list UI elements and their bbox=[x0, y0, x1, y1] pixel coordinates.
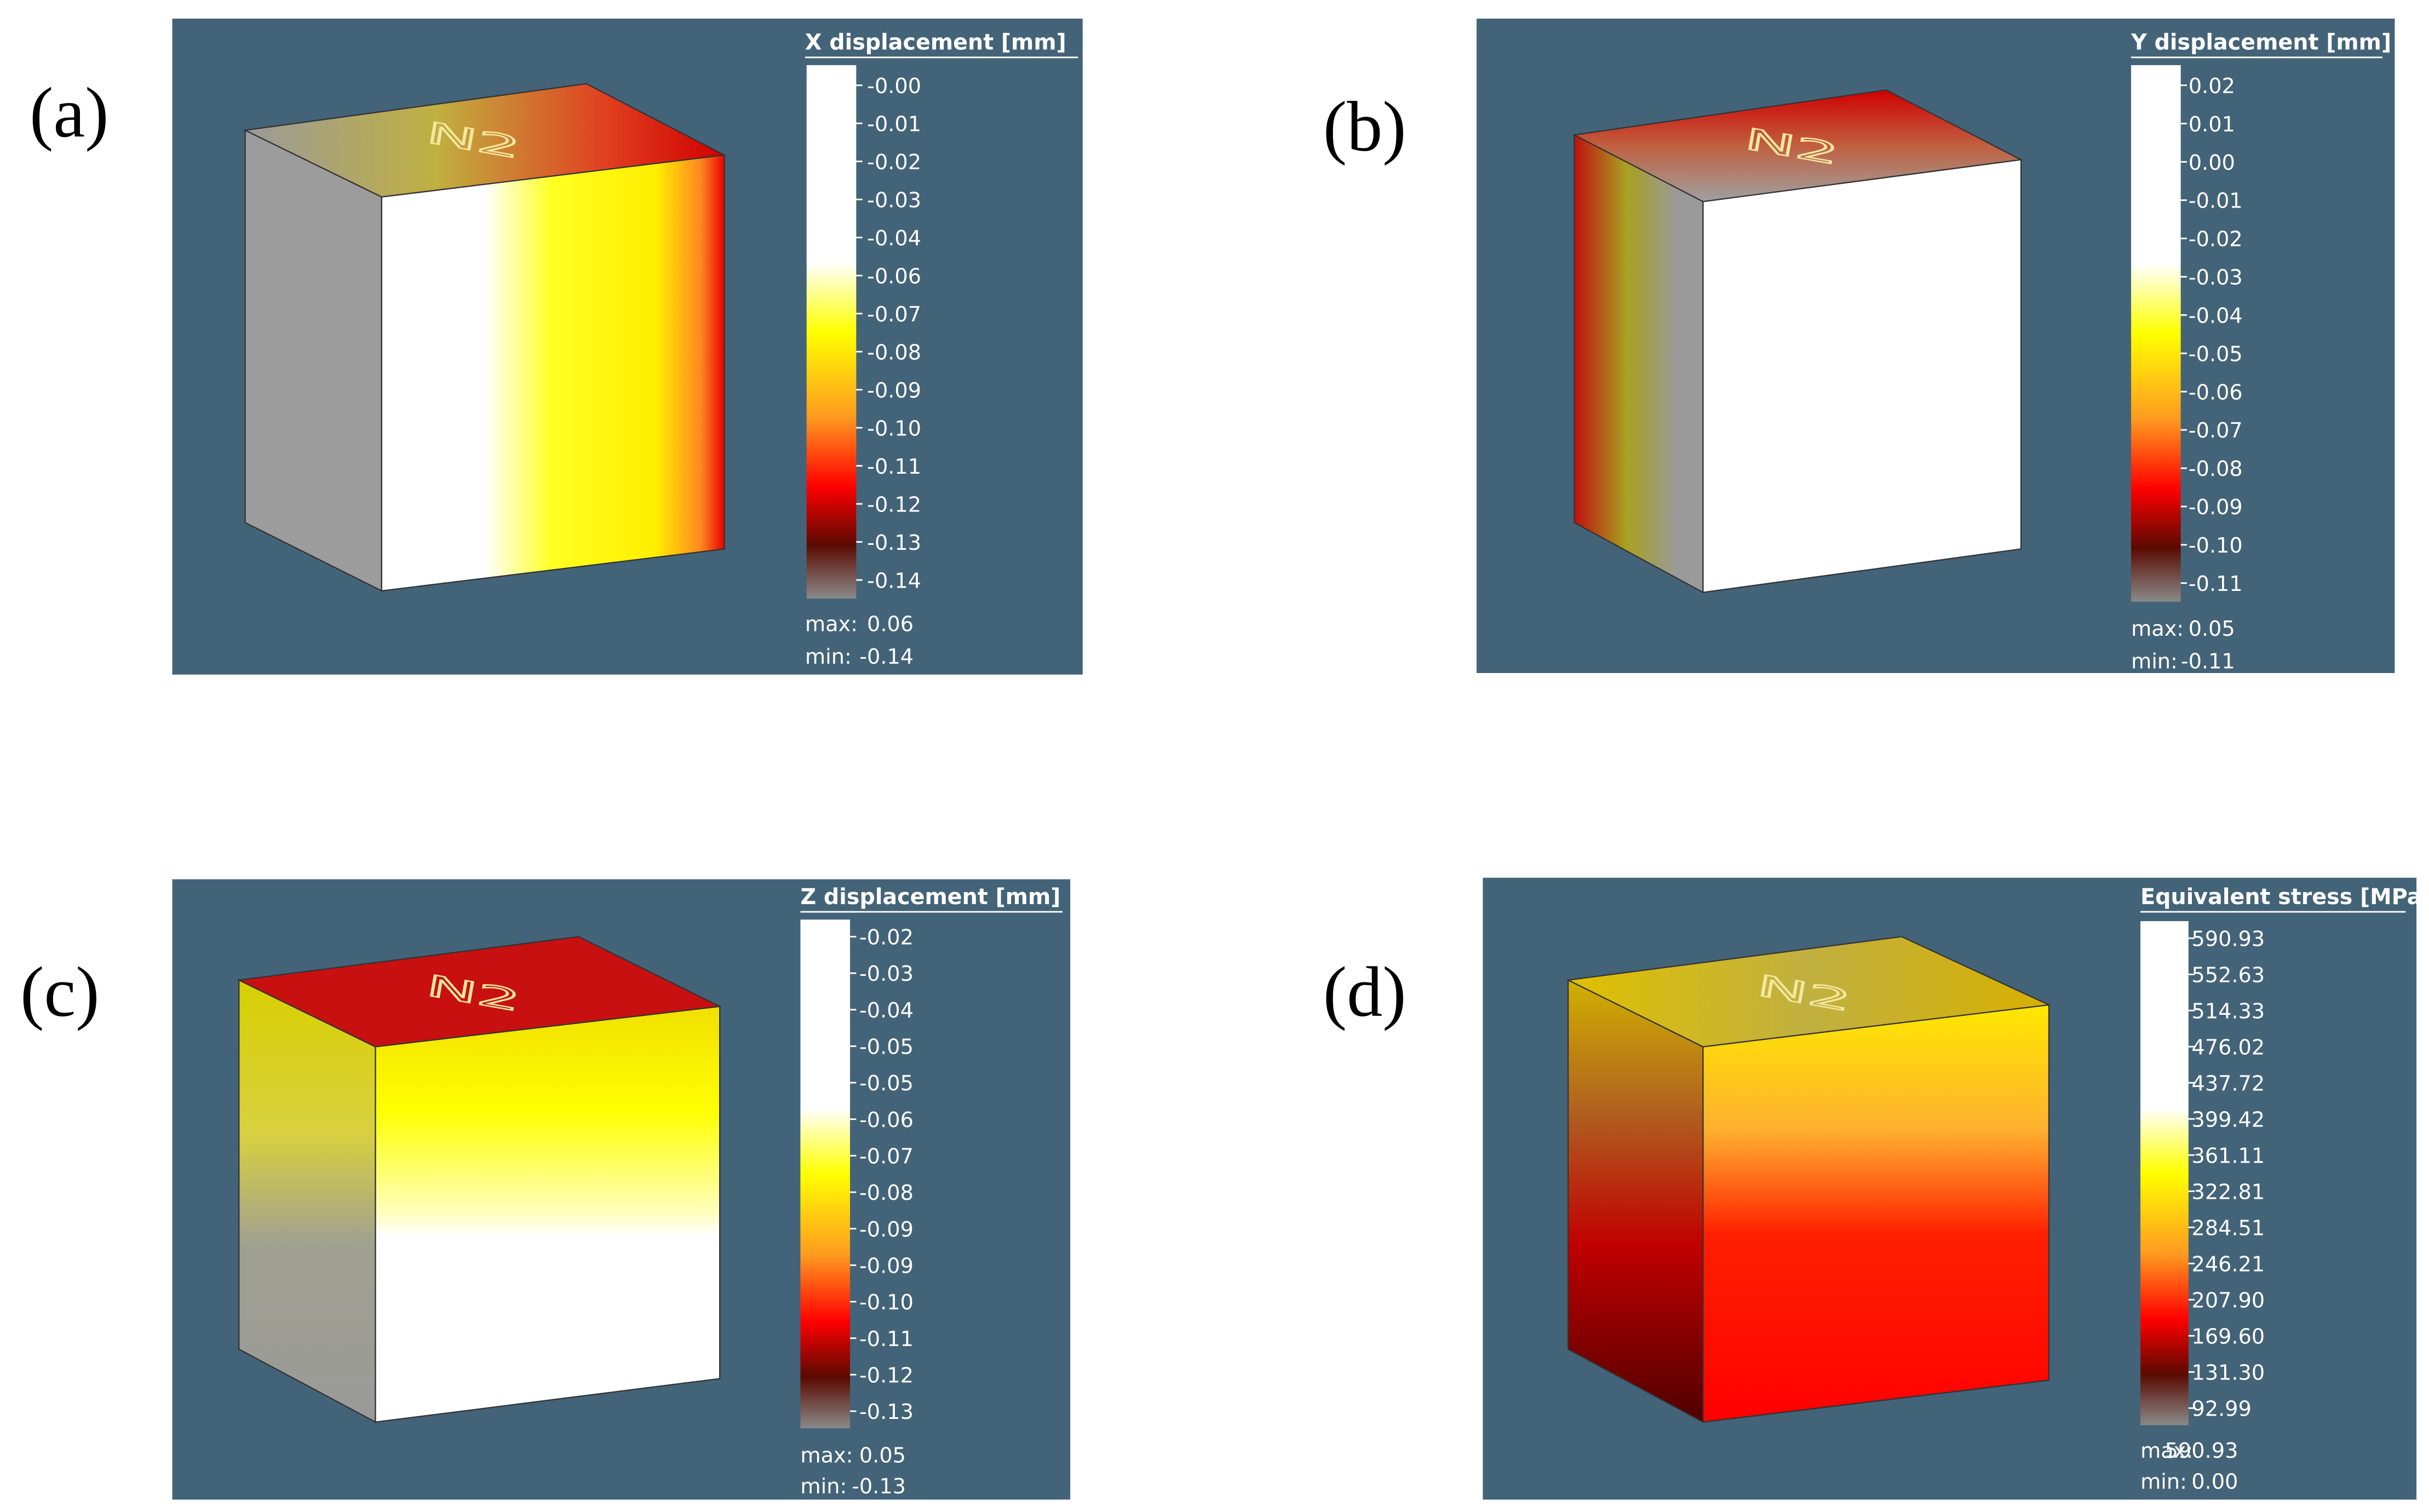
panel: (a) N2X displacement [mm]-0.00-0.01-0.02-… bbox=[30, 18, 1083, 675]
colorbar-tick-label: 0.01 bbox=[2189, 113, 2235, 137]
cube-front-face bbox=[1702, 1004, 2050, 1423]
colorbar-tick-label: -0.00 bbox=[867, 74, 921, 99]
min-value: -0.14 bbox=[859, 645, 914, 669]
colorbar-tick-label: -0.01 bbox=[2189, 189, 2243, 214]
colorbar-tick-label: -0.07 bbox=[867, 303, 921, 327]
colorbar-tick-label: -0.03 bbox=[2189, 266, 2243, 290]
colorbar bbox=[806, 65, 857, 599]
colorbar-tick-label: -0.04 bbox=[2189, 304, 2243, 328]
max-label: max: bbox=[2131, 617, 2184, 641]
colorbar-tick-label: 322.81 bbox=[2192, 1180, 2265, 1204]
colorbar-tick-label: -0.01 bbox=[867, 112, 921, 136]
colorbar-tick-label: -0.08 bbox=[867, 341, 921, 365]
colorbar-tick-label: -0.09 bbox=[2189, 496, 2243, 520]
max-value: 0.05 bbox=[859, 1444, 906, 1468]
max-label: max: bbox=[800, 1444, 853, 1468]
colorbar-tick-label: -0.10 bbox=[867, 417, 921, 441]
panel-label: (b) bbox=[1323, 88, 1406, 166]
max-value: 0.05 bbox=[2189, 617, 2235, 641]
colorbar-tick-label: -0.08 bbox=[859, 1181, 914, 1205]
colorbar-tick-label: -0.06 bbox=[2189, 381, 2243, 405]
colorbar-tick-label: 246.21 bbox=[2192, 1252, 2265, 1277]
colorbar-tick-label: 552.63 bbox=[2192, 963, 2265, 987]
legend-title: Y displacement [mm] bbox=[2131, 30, 2391, 55]
colorbar-tick-label: -0.04 bbox=[859, 999, 914, 1023]
colorbar-tick-label: 131.30 bbox=[2192, 1361, 2265, 1385]
cube-left-face bbox=[1567, 979, 1704, 1423]
colorbar-tick-label: -0.11 bbox=[867, 455, 921, 479]
cube-left-face bbox=[238, 979, 376, 1423]
colorbar-tick-label: 169.60 bbox=[2192, 1325, 2265, 1349]
panel-label: (d) bbox=[1323, 953, 1406, 1032]
colorbar-tick-label: -0.02 bbox=[2189, 228, 2243, 252]
colorbar-tick-label: -0.12 bbox=[867, 493, 921, 517]
colorbar-tick-label: 284.51 bbox=[2192, 1216, 2265, 1240]
colorbar-tick-label: -0.11 bbox=[2189, 572, 2243, 596]
colorbar-tick-label: -0.07 bbox=[2189, 419, 2243, 443]
colorbar bbox=[2131, 65, 2181, 602]
min-label: min: bbox=[800, 1475, 847, 1499]
colorbar-tick-label: -0.13 bbox=[859, 1400, 914, 1424]
max-value: 0.06 bbox=[867, 613, 914, 637]
min-label: min: bbox=[805, 645, 852, 669]
colorbar-tick-label: -0.02 bbox=[867, 151, 921, 175]
panel-label: (c) bbox=[20, 953, 100, 1032]
colorbar-tick-label: 0.00 bbox=[2189, 151, 2235, 175]
colorbar-tick-label: -0.06 bbox=[859, 1108, 914, 1132]
colorbar-tick-label: 207.90 bbox=[2192, 1289, 2265, 1313]
colorbar-tick-label: 92.99 bbox=[2192, 1397, 2252, 1421]
colorbar-tick-label: -0.10 bbox=[2189, 534, 2243, 558]
colorbar-tick-label: 476.02 bbox=[2192, 1036, 2265, 1060]
colorbar-tick-label: -0.08 bbox=[2189, 457, 2243, 481]
panel: (b) N2Y displacement [mm]0.020.010.00-0.0… bbox=[1323, 18, 2395, 674]
colorbar-tick-label: -0.10 bbox=[859, 1291, 914, 1315]
colorbar-tick-label: -0.09 bbox=[859, 1254, 914, 1278]
panel: (c) N2Z displacement [mm]-0.02-0.03-0.04-… bbox=[20, 879, 1071, 1500]
colorbar-tick-label: 399.42 bbox=[2192, 1108, 2265, 1132]
colorbar-tick-label: -0.12 bbox=[859, 1364, 914, 1388]
colorbar-tick-label: -0.11 bbox=[859, 1327, 914, 1352]
colorbar-tick-label: -0.06 bbox=[867, 265, 921, 289]
colorbar-tick-label: -0.07 bbox=[859, 1145, 914, 1169]
max-label: max: bbox=[805, 613, 858, 637]
legend-title: Z displacement [mm] bbox=[800, 884, 1060, 910]
colorbar bbox=[800, 919, 851, 1429]
colorbar-tick-label: -0.09 bbox=[867, 379, 921, 403]
cube-front-face bbox=[1702, 159, 2022, 594]
min-value: -0.13 bbox=[852, 1475, 906, 1499]
colorbar-tick-label: -0.09 bbox=[859, 1218, 914, 1242]
min-value: 0.00 bbox=[2191, 1470, 2238, 1494]
colorbar-tick-label: -0.02 bbox=[859, 926, 914, 950]
colorbar-tick-label: 0.02 bbox=[2189, 74, 2235, 99]
legend-title: Equivalent stress [MPa] bbox=[2140, 884, 2429, 910]
colorbar-tick-label: -0.14 bbox=[867, 569, 921, 593]
colorbar-tick-label: -0.03 bbox=[867, 188, 921, 212]
cube-left-face bbox=[244, 129, 382, 592]
colorbar-tick-label: 361.11 bbox=[2192, 1144, 2265, 1168]
max-value: 590.93 bbox=[2165, 1439, 2238, 1463]
colorbar-tick-label: 437.72 bbox=[2192, 1072, 2265, 1096]
legend-title: X displacement [mm] bbox=[805, 30, 1066, 55]
cube-front-face bbox=[375, 1005, 721, 1423]
min-label: min: bbox=[2131, 650, 2178, 674]
panel-label: (a) bbox=[30, 73, 109, 152]
colorbar-tick-label: -0.05 bbox=[2189, 342, 2243, 366]
colorbar-tick-label: -0.03 bbox=[859, 962, 914, 986]
min-value: -0.11 bbox=[2181, 650, 2235, 674]
cube-left-face bbox=[1574, 134, 1704, 594]
max-label: max: bbox=[2140, 1439, 2193, 1463]
colorbar-tick-label: -0.05 bbox=[859, 1036, 914, 1060]
colorbar bbox=[2140, 921, 2189, 1425]
min-label: min: bbox=[2140, 1470, 2187, 1494]
cube-front-face bbox=[381, 154, 725, 592]
colorbar-tick-label: -0.04 bbox=[867, 227, 921, 251]
colorbar-tick-label: -0.13 bbox=[867, 531, 921, 555]
colorbar-tick-label: 514.33 bbox=[2192, 999, 2265, 1024]
colorbar-tick-label: 590.93 bbox=[2192, 927, 2265, 951]
colorbar-tick-label: -0.05 bbox=[859, 1072, 914, 1096]
